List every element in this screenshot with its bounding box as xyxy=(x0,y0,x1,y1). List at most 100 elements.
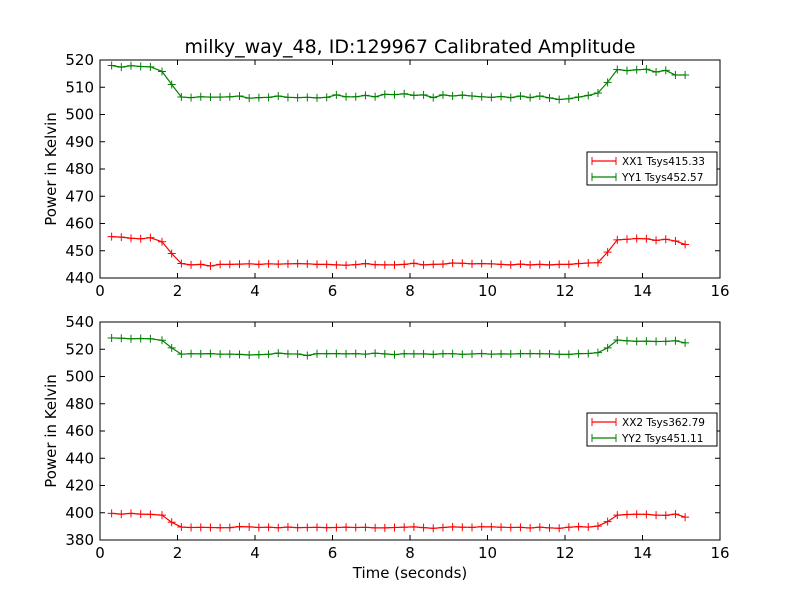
data-point xyxy=(196,349,205,358)
data-point xyxy=(187,523,196,532)
data-point xyxy=(264,259,273,268)
data-point xyxy=(216,260,225,269)
data-point xyxy=(322,523,331,532)
data-point xyxy=(535,523,544,532)
data-point xyxy=(477,522,486,531)
x-tick-label: 2 xyxy=(173,282,183,300)
data-point xyxy=(245,350,254,359)
data-point xyxy=(545,349,554,358)
data-point xyxy=(361,259,370,268)
y-tick-label: 460 xyxy=(65,215,94,233)
data-point xyxy=(303,93,312,102)
data-point xyxy=(254,93,263,102)
legend-label: YY2 Tsys451.11 xyxy=(621,433,703,445)
legend-box xyxy=(586,412,718,447)
data-point xyxy=(107,333,116,342)
data-point xyxy=(516,91,525,100)
y-tick-label: 470 xyxy=(65,187,94,205)
data-point xyxy=(429,524,438,533)
data-point xyxy=(342,92,351,101)
data-point xyxy=(216,350,225,359)
data-point xyxy=(477,349,486,358)
data-point xyxy=(332,90,341,99)
data-point xyxy=(117,334,126,343)
data-point xyxy=(187,349,196,358)
data-point xyxy=(177,93,186,102)
y-tick-label: 380 xyxy=(65,531,94,549)
data-point xyxy=(448,91,457,100)
data-point xyxy=(361,350,370,359)
data-point xyxy=(187,260,196,269)
data-point xyxy=(146,233,155,242)
data-point xyxy=(313,260,321,269)
data-point xyxy=(235,260,244,269)
data-point xyxy=(127,334,135,343)
data-point xyxy=(371,260,380,269)
data-point xyxy=(593,258,602,267)
x-tick-label: 0 xyxy=(95,544,105,562)
y-tick-label: 500 xyxy=(65,368,94,386)
x-tick-label: 6 xyxy=(328,282,338,300)
data-point xyxy=(274,349,283,358)
data-point xyxy=(506,350,515,359)
y-tick-label: 400 xyxy=(65,504,94,522)
data-point xyxy=(681,70,690,79)
data-point xyxy=(458,259,467,268)
x-axis-label: Time (seconds) xyxy=(352,564,468,582)
data-point xyxy=(652,337,661,346)
data-point xyxy=(661,337,670,346)
data-point xyxy=(303,351,312,360)
data-point xyxy=(526,349,535,358)
bottom-chart-panel: Power in Kelvin Time (seconds) 0 2 4 6 8 10 12… xyxy=(42,313,730,582)
data-point xyxy=(342,261,351,270)
data-point xyxy=(613,335,622,344)
data-point xyxy=(390,260,399,269)
data-point xyxy=(419,523,428,532)
y-tick-label: 440 xyxy=(65,269,94,287)
data-point xyxy=(468,523,476,532)
x-tick-label: 4 xyxy=(250,282,260,300)
data-point xyxy=(264,523,273,532)
data-point xyxy=(127,509,135,518)
data-point xyxy=(380,90,389,99)
data-point xyxy=(574,349,583,358)
data-point xyxy=(429,93,438,102)
series-yy xyxy=(107,61,690,104)
x-tick-label: 2 xyxy=(173,544,183,562)
data-point xyxy=(342,523,351,532)
data-point xyxy=(254,350,263,359)
y-tick-label: 480 xyxy=(65,160,94,178)
data-point xyxy=(584,91,593,100)
data-point xyxy=(458,523,467,532)
data-point xyxy=(535,91,544,100)
data-point xyxy=(681,338,690,347)
data-point xyxy=(632,65,641,74)
data-point xyxy=(283,93,292,102)
data-point xyxy=(603,248,612,257)
data-point xyxy=(497,92,506,101)
data-point xyxy=(371,523,380,532)
data-point xyxy=(332,349,341,358)
data-point xyxy=(303,523,312,532)
y-tick-label: 440 xyxy=(65,449,94,467)
data-point xyxy=(274,91,283,100)
data-point xyxy=(535,349,544,358)
data-point xyxy=(264,93,273,102)
x-tick-label: 10 xyxy=(478,282,497,300)
data-point xyxy=(497,523,506,532)
legend-label: YY1 Tsys452.57 xyxy=(621,172,703,184)
x-tick-label: 16 xyxy=(710,544,729,562)
data-point xyxy=(613,511,622,520)
bottom-legend: XX2 Tsys362.79 YY2 Tsys451.11 xyxy=(586,412,718,447)
data-point xyxy=(555,524,564,533)
data-point xyxy=(419,349,428,358)
data-point xyxy=(332,260,341,269)
data-point xyxy=(196,260,205,269)
x-tick-label: 16 xyxy=(710,282,729,300)
data-point xyxy=(380,523,389,532)
data-point xyxy=(225,92,234,101)
data-point xyxy=(371,92,380,101)
data-point xyxy=(225,260,234,269)
data-point xyxy=(206,262,215,271)
